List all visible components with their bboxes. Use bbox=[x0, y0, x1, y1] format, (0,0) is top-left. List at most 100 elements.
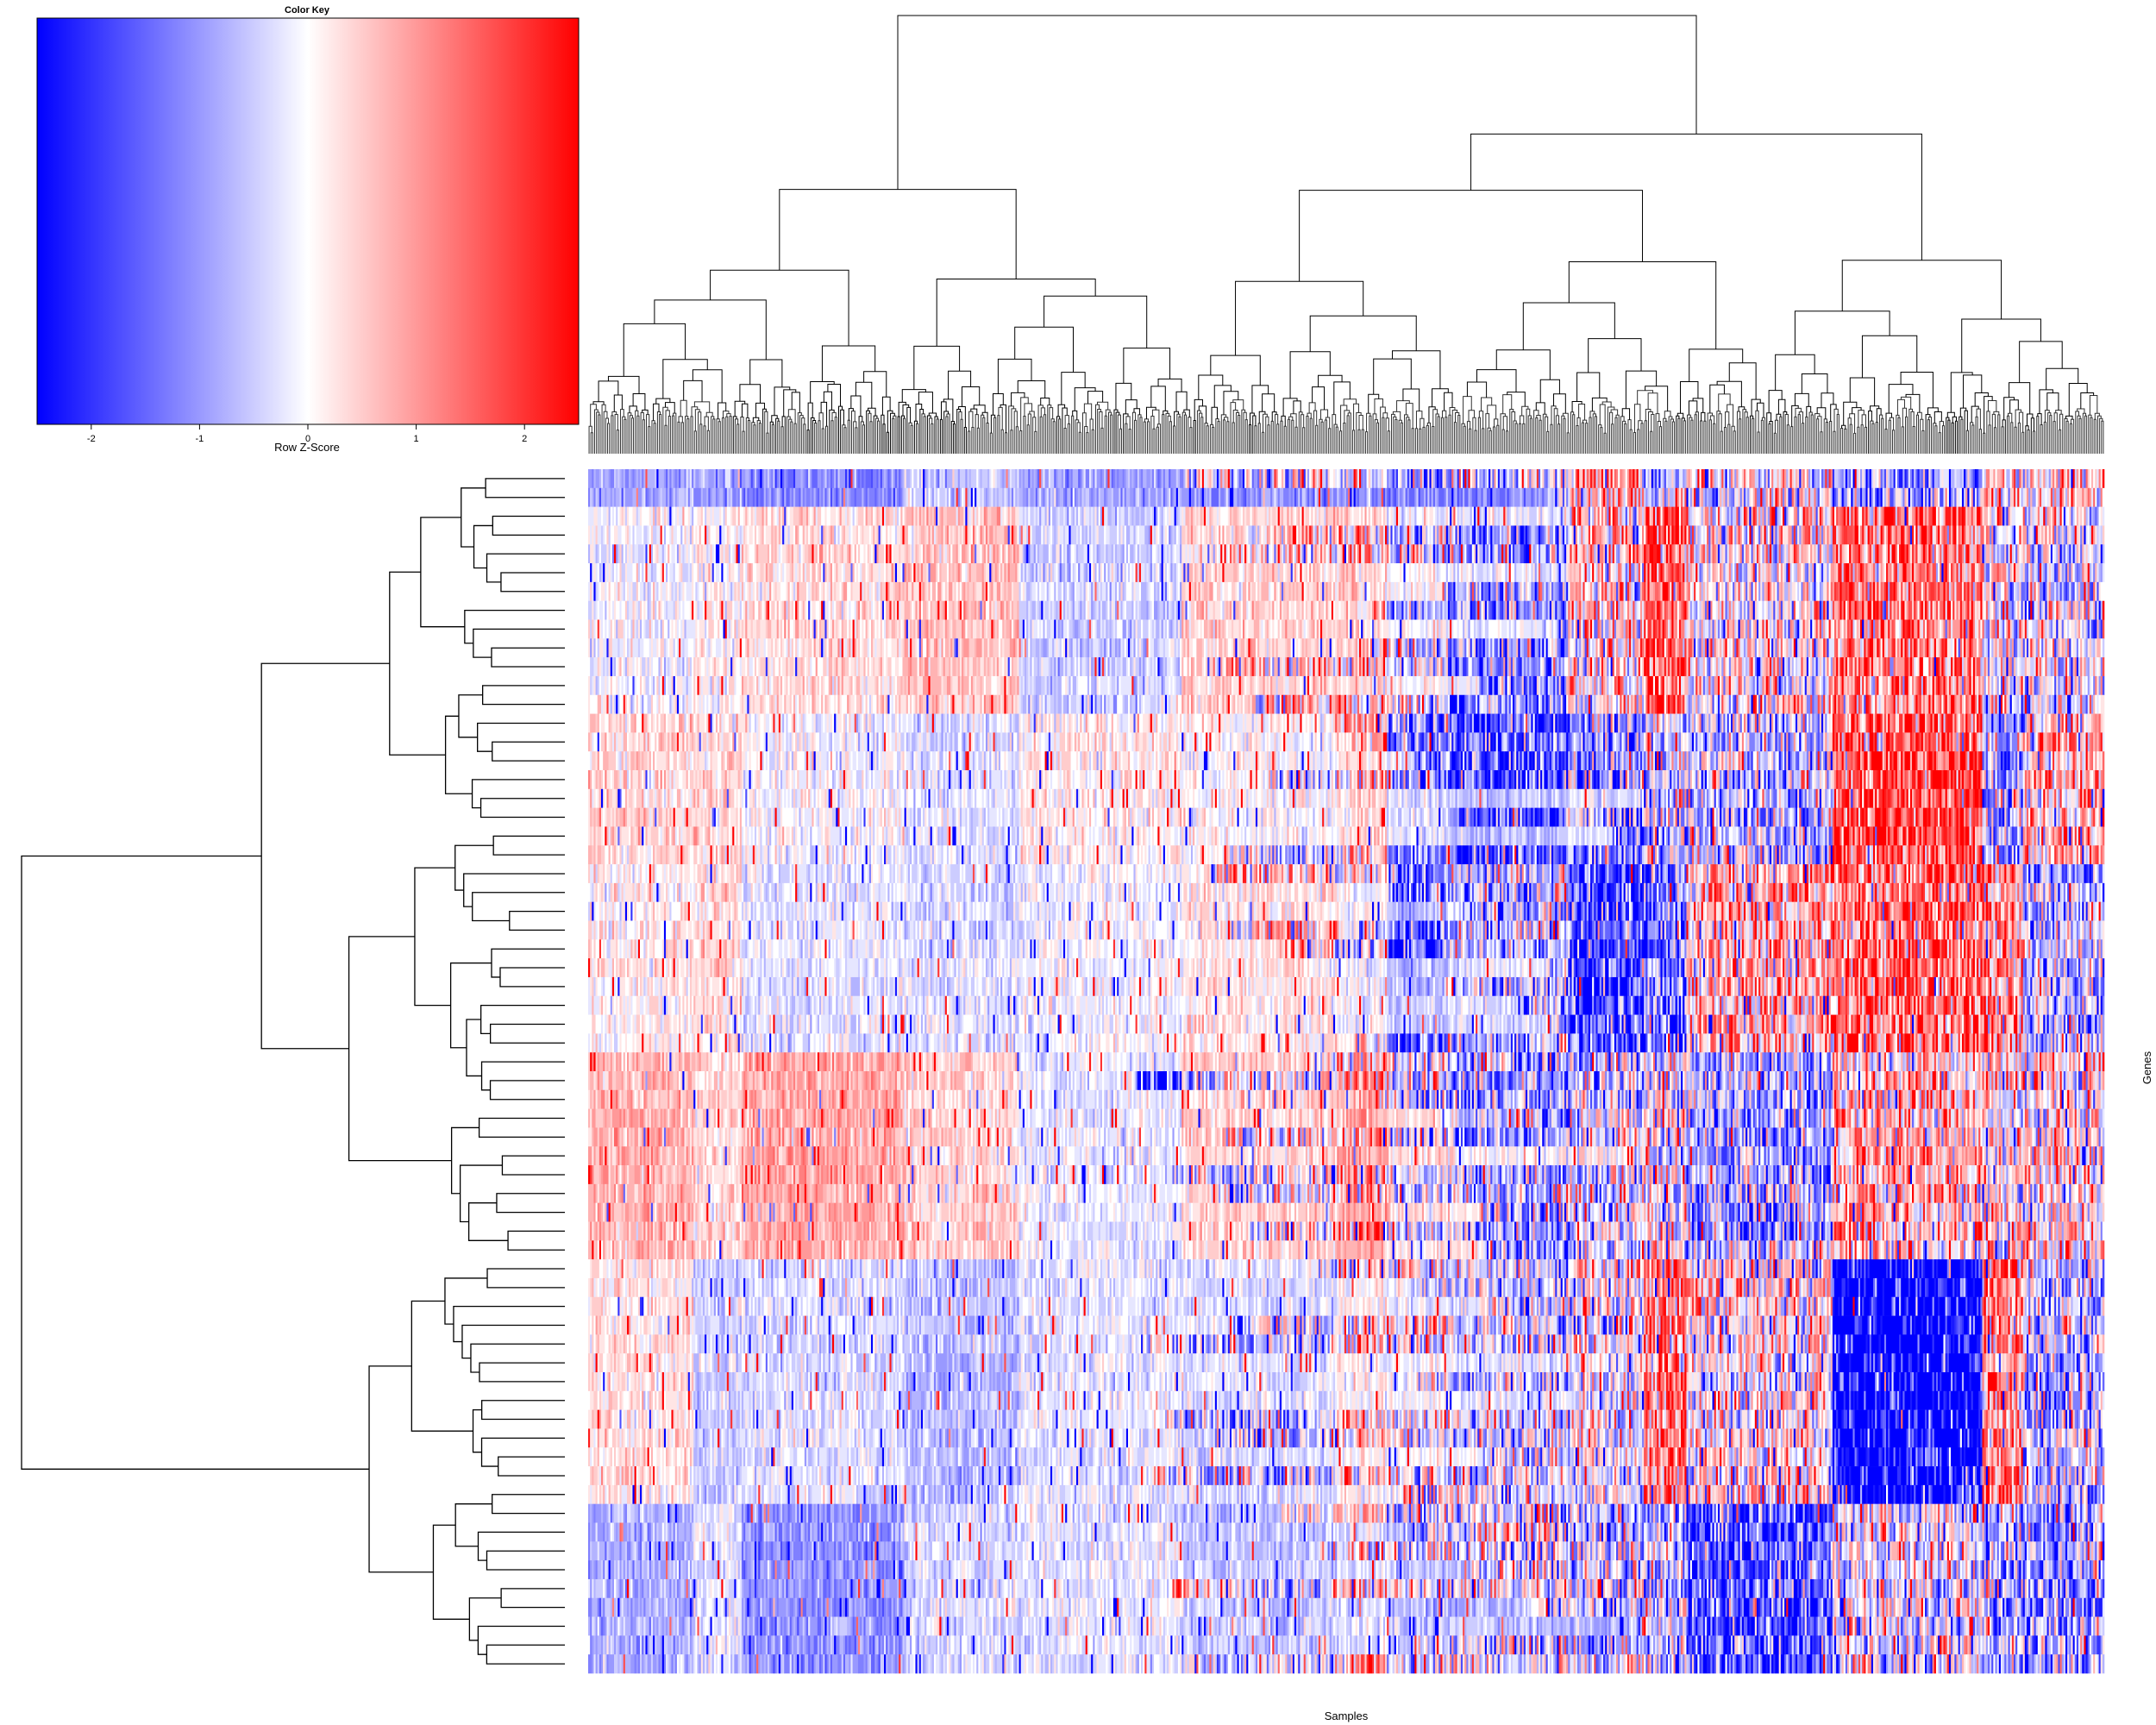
heatmap-cell bbox=[2041, 469, 2043, 488]
heatmap-cell bbox=[866, 469, 872, 488]
heatmap-cell bbox=[1259, 469, 1261, 488]
column-dendrogram-branch bbox=[868, 408, 876, 416]
column-dendrogram-branch bbox=[1255, 426, 1257, 454]
heatmap-cell bbox=[669, 488, 671, 507]
heatmap-cell bbox=[1531, 469, 1532, 488]
column-dendrogram-branch bbox=[1871, 421, 1873, 454]
column-dendrogram-branch bbox=[1020, 431, 1022, 455]
heatmap-cell bbox=[780, 469, 782, 488]
heatmap-cell bbox=[1376, 469, 1377, 488]
heatmap-cell bbox=[1829, 469, 1831, 488]
heatmap-cell bbox=[931, 469, 935, 488]
column-dendrogram-branch bbox=[1798, 415, 1800, 454]
heatmap-cell bbox=[1747, 488, 1749, 507]
heatmap-cell bbox=[1263, 469, 1265, 488]
column-dendrogram-branch bbox=[1062, 373, 1085, 405]
column-dendrogram-branch bbox=[1148, 422, 1150, 454]
heatmap-cell bbox=[1644, 488, 1645, 507]
heatmap-cell bbox=[599, 469, 601, 488]
heatmap-cell bbox=[684, 488, 686, 507]
heatmap-cell bbox=[1065, 469, 1067, 488]
column-dendrogram-branch bbox=[2045, 411, 2049, 423]
column-dendrogram-branch bbox=[1622, 409, 1629, 420]
heatmap-cell bbox=[879, 488, 881, 507]
heatmap-cell bbox=[2028, 469, 2030, 488]
heatmap-cell bbox=[1986, 469, 1990, 488]
heatmap-cell bbox=[1052, 488, 1054, 507]
heatmap-cell bbox=[1130, 469, 1131, 488]
heatmap-cell bbox=[593, 488, 595, 507]
heatmap-cell bbox=[1624, 469, 1626, 488]
heatmap-cell bbox=[1897, 469, 1899, 488]
column-dendrogram-branch bbox=[1961, 419, 1963, 454]
heatmap-cell bbox=[1645, 488, 1647, 507]
column-dendrogram-branch bbox=[1664, 418, 1666, 454]
heatmap-cell bbox=[1039, 488, 1041, 507]
heatmap-cell bbox=[1272, 488, 1274, 507]
heatmap-cell bbox=[1432, 488, 1433, 507]
column-dendrogram-branch bbox=[1658, 422, 1660, 455]
heatmap-cell bbox=[2017, 469, 2019, 488]
heatmap-cell bbox=[1539, 488, 1540, 507]
heatmap-cell bbox=[756, 488, 758, 507]
heatmap-cell bbox=[1983, 469, 1984, 488]
heatmap-cell bbox=[847, 469, 849, 488]
heatmap-cell bbox=[1152, 469, 1154, 488]
heatmap-cell bbox=[768, 469, 769, 488]
heatmap-cell bbox=[1019, 488, 1024, 507]
heatmap-cell bbox=[1505, 488, 1507, 507]
heatmap-cells bbox=[588, 469, 2104, 1673]
heatmap-cell bbox=[1123, 488, 1125, 507]
heatmap-cell bbox=[1729, 488, 1731, 507]
column-dendrogram-branch bbox=[1507, 392, 1526, 407]
heatmap-cell bbox=[1149, 488, 1150, 507]
column-dendrogram-branch bbox=[1664, 411, 1670, 419]
column-dendrogram-branch bbox=[1831, 405, 1836, 422]
heatmap-cell bbox=[913, 488, 915, 507]
heatmap-cell bbox=[2064, 469, 2065, 488]
column-dendrogram-branch bbox=[1210, 424, 1213, 454]
heatmap-cell bbox=[658, 488, 660, 507]
column-dendrogram-branch bbox=[1530, 418, 1532, 454]
row-dendrogram-branch bbox=[445, 1278, 487, 1324]
heatmap-cell bbox=[842, 488, 843, 507]
heatmap-cell bbox=[906, 469, 911, 488]
heatmap-cell bbox=[1805, 469, 1807, 488]
heatmap-cell bbox=[2053, 469, 2054, 488]
heatmap-cell bbox=[1663, 469, 1664, 488]
column-dendrogram-branch bbox=[652, 421, 655, 454]
heatmap-cell bbox=[962, 488, 963, 507]
heatmap-cell bbox=[2032, 469, 2034, 488]
heatmap-cell bbox=[1540, 469, 1542, 488]
heatmap-cell bbox=[1476, 469, 1477, 488]
heatmap-cell bbox=[2096, 469, 2098, 488]
heatmap-cell bbox=[1139, 488, 1141, 507]
row-dendrogram-branch bbox=[479, 1119, 565, 1138]
heatmap-cell bbox=[1398, 488, 1400, 507]
heatmap-cell bbox=[912, 469, 913, 488]
heatmap-cell bbox=[1080, 469, 1081, 488]
heatmap-cell bbox=[1426, 488, 1427, 507]
heatmap-cell bbox=[1871, 469, 1873, 488]
heatmap-cell bbox=[1311, 488, 1313, 507]
column-dendrogram-branch bbox=[1489, 430, 1491, 454]
heatmap-cell bbox=[1496, 469, 1498, 488]
heatmap-cell bbox=[1078, 488, 1080, 507]
heatmap-cell bbox=[764, 469, 766, 488]
column-dendrogram-branch bbox=[1964, 375, 1982, 408]
column-dendrogram-branch bbox=[1795, 393, 1808, 406]
heatmap-cell bbox=[1448, 488, 1452, 507]
heatmap-cell bbox=[1200, 469, 1202, 488]
column-dendrogram-branch bbox=[1432, 389, 1449, 407]
heatmap-cell bbox=[1542, 469, 1544, 488]
heatmap-cell bbox=[1043, 488, 1044, 507]
row-dendrogram-branch bbox=[501, 573, 565, 592]
heatmap-cell bbox=[836, 488, 837, 507]
row-dendrogram-branch bbox=[473, 780, 565, 808]
heatmap-cell bbox=[1086, 488, 1090, 507]
column-dendrogram-branch bbox=[1677, 416, 1679, 454]
column-dendrogram-branch bbox=[630, 416, 632, 454]
heatmap-cell bbox=[1429, 469, 1431, 488]
heatmap-cell bbox=[830, 469, 832, 488]
column-dendrogram-branch bbox=[843, 425, 845, 454]
